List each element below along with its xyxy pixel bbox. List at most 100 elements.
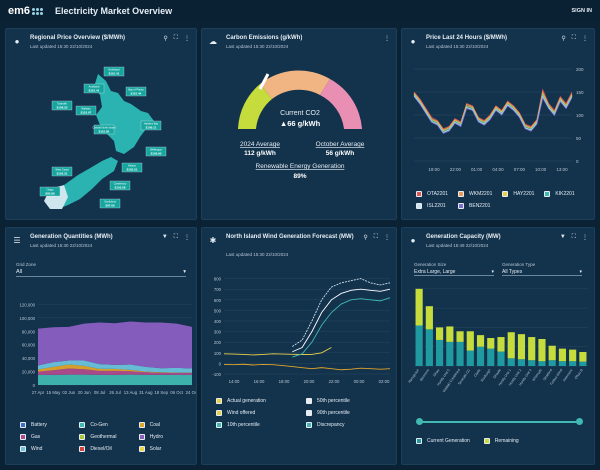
checkbox-icon[interactable] <box>20 422 26 428</box>
search-icon[interactable]: ⚲ <box>363 235 368 241</box>
x-tick-label: 13 Aug <box>124 390 138 395</box>
region-price: $95.89 <box>45 192 55 196</box>
more-icon[interactable]: ⋮ <box>184 235 190 241</box>
checkbox-icon[interactable] <box>544 191 551 197</box>
region-name: Nelson <box>128 164 137 168</box>
bar-current <box>548 360 556 366</box>
filter-icon[interactable]: ▼ <box>559 234 566 240</box>
more-icon[interactable]: ⋮ <box>582 36 588 42</box>
slider-handle-left[interactable] <box>416 418 423 425</box>
wind-legend-item[interactable]: 90th percentile <box>306 410 386 416</box>
more-icon[interactable]: ⋮ <box>184 36 190 42</box>
wind-legend-item[interactable]: 10th percentile <box>216 422 296 428</box>
checkbox-icon[interactable] <box>502 191 509 197</box>
checkbox-icon[interactable] <box>79 434 86 440</box>
x-tick-label: 04:00 <box>492 167 504 172</box>
y-tick-label: 300 <box>214 330 222 335</box>
checkbox-icon[interactable] <box>216 398 222 404</box>
sign-in-link[interactable]: SIGN IN <box>571 8 592 14</box>
checkbox-icon[interactable] <box>306 398 312 404</box>
wind-forecast-chart: -100 0 100 200 300 400 500 600 700 800 14:00 16:00 1… <box>212 277 391 384</box>
checkbox-icon[interactable] <box>216 422 222 428</box>
gen-size-label: Generation Size <box>414 262 447 267</box>
price-legend-item[interactable]: OTA2201 <box>416 191 448 197</box>
range-slider[interactable] <box>420 421 580 423</box>
x-tick-label: Ohau <box>432 368 440 377</box>
checkbox-icon[interactable] <box>138 446 145 452</box>
generation-legend-item[interactable]: Battery <box>20 422 71 428</box>
price-legend-item[interactable]: ISL2201 <box>416 203 448 209</box>
grid-zone-select[interactable]: All ▾ <box>16 269 186 277</box>
generation-legend-item[interactable]: Hydro <box>138 434 190 440</box>
price-legend-item[interactable]: BEN2201 <box>458 203 492 209</box>
wind-legend-item[interactable]: 50th percentile <box>306 398 386 404</box>
checkbox-icon[interactable] <box>138 434 145 440</box>
generation-legend-item[interactable]: Diesel/Oil <box>79 446 130 452</box>
region-price: $109.90 <box>151 152 162 156</box>
x-tick-label: Aviemore <box>562 368 574 382</box>
search-icon[interactable]: ⚲ <box>163 36 168 42</box>
y-tick-label: 60,000 <box>22 343 36 348</box>
generation-legend-item[interactable]: Co-Gen <box>79 422 130 428</box>
checkbox-icon[interactable] <box>416 191 422 197</box>
capacity-legend-item[interactable]: Current Generation <box>416 438 470 444</box>
expand-icon[interactable]: ⛶ <box>173 35 178 41</box>
checkbox-icon[interactable] <box>79 422 86 428</box>
capacity-legend-item[interactable]: Remaining <box>483 438 519 444</box>
region-price-box <box>93 124 115 135</box>
gen-size-select[interactable]: Extra Large, Large ▾ <box>414 269 494 276</box>
panel-title: North Island Wind Generation Forecast (M… <box>226 234 354 240</box>
checkbox-icon[interactable] <box>483 438 490 444</box>
generation-legend-item[interactable]: Geothermal <box>79 434 130 440</box>
generation-legend-item[interactable]: Solar <box>138 446 190 452</box>
checkbox-icon[interactable] <box>138 422 145 428</box>
brand-logo[interactable]: em6 <box>8 5 44 17</box>
expand-icon[interactable]: ⛶ <box>173 234 178 240</box>
checkbox-icon[interactable] <box>20 446 26 452</box>
filter-icon[interactable]: ▼ <box>161 234 168 240</box>
price-legend-item[interactable]: WKM2201 <box>458 191 492 197</box>
search-icon[interactable]: ⚲ <box>561 36 566 42</box>
checkbox-icon[interactable] <box>416 203 422 209</box>
checkbox-icon[interactable] <box>416 438 422 444</box>
generation-legend-item[interactable]: Wind <box>20 446 71 452</box>
checkbox-icon[interactable] <box>306 410 312 416</box>
checkbox-icon[interactable] <box>79 446 86 452</box>
price-legend-item[interactable]: KIK2201 <box>544 191 575 197</box>
checkbox-icon[interactable] <box>20 434 26 440</box>
price-legend-item[interactable]: HAY2201 <box>502 191 534 197</box>
x-tick-label: 27 Apr <box>32 390 45 395</box>
checkbox-icon[interactable] <box>458 191 465 197</box>
bar-current <box>528 360 536 366</box>
generation-legend-item[interactable]: Gas <box>20 434 71 440</box>
legend-label: Remaining <box>494 438 519 444</box>
slider-handle-right[interactable] <box>576 418 583 425</box>
bar-remaining <box>579 352 587 362</box>
bar-remaining <box>548 345 556 361</box>
checkbox-icon[interactable] <box>458 203 465 209</box>
generation-area-chart: 0 20,000 40,000 60,000 80,000 100,000 120,000 2… <box>19 302 196 395</box>
more-icon[interactable]: ⋮ <box>384 235 390 241</box>
expand-icon[interactable]: ⛶ <box>571 35 576 41</box>
gauge-band-orange <box>260 70 330 99</box>
y-tick-label: 150 <box>576 90 584 95</box>
wind-legend-item[interactable]: Discrepancy <box>306 422 386 428</box>
expand-icon[interactable]: ⛶ <box>373 234 378 240</box>
more-icon[interactable]: ⋮ <box>582 235 588 241</box>
generation-legend-item[interactable]: Coal <box>138 422 190 428</box>
checkbox-icon[interactable] <box>216 410 222 416</box>
bar-current <box>558 361 566 366</box>
wind-legend-item[interactable]: Actual generation <box>216 398 296 404</box>
legend-label: 50th percentile <box>317 398 350 404</box>
wind-legend-item[interactable]: Wind offered <box>216 410 296 416</box>
gen-type-select[interactable]: All Types ▾ <box>502 269 582 276</box>
more-icon[interactable]: ⋮ <box>384 36 390 42</box>
panel-title: Carbon Emissions (g/kWh) <box>226 35 303 41</box>
bar-remaining <box>446 326 454 342</box>
x-tick-label: 15 May <box>46 390 61 395</box>
map-pin-icon: ● <box>14 37 20 46</box>
legend-label: WKM2201 <box>469 191 493 197</box>
expand-icon[interactable]: ⛶ <box>571 234 576 240</box>
checkbox-icon[interactable] <box>306 422 312 428</box>
x-tick-label: 19:00 <box>428 167 440 172</box>
